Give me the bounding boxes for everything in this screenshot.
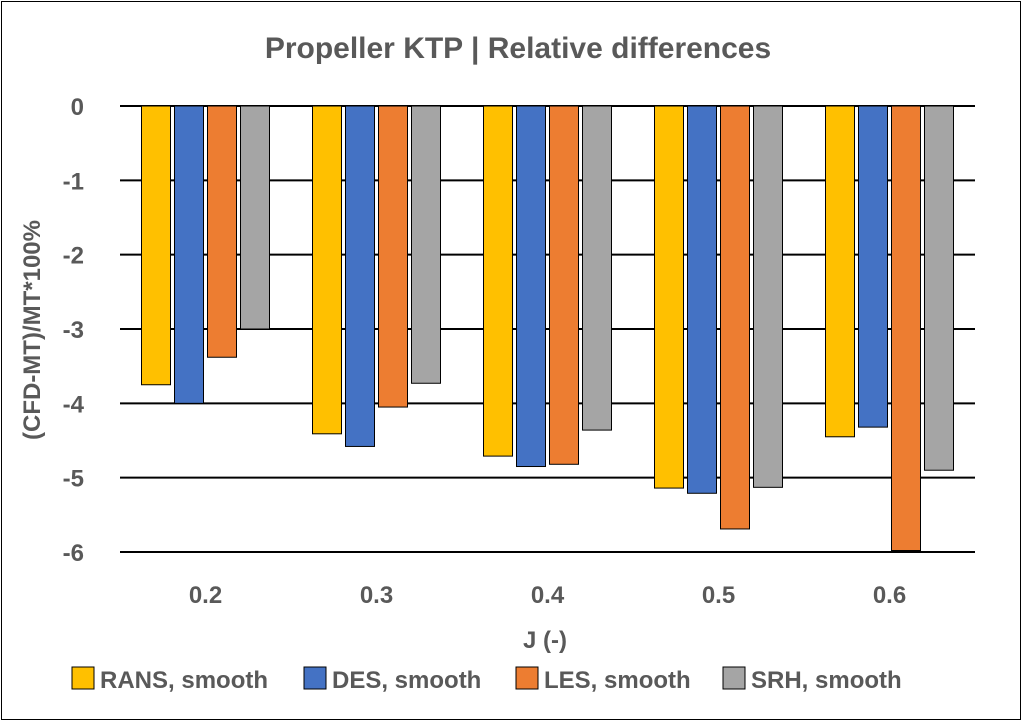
bar-les: [720, 105, 750, 530]
x-tick-label: 0.2: [189, 582, 222, 609]
bar-des: [174, 105, 204, 404]
bar-srh: [240, 105, 270, 330]
bar-srh: [753, 105, 783, 488]
bar-des: [516, 105, 546, 468]
bar-les: [549, 105, 579, 465]
bar-les: [207, 105, 237, 358]
bar-rans: [141, 105, 171, 386]
legend-label: DES, smooth: [332, 667, 481, 694]
bar-srh: [582, 105, 612, 431]
x-tick-label: 0.4: [531, 582, 565, 609]
legend-label: RANS, smooth: [100, 667, 268, 694]
legend-swatch: [722, 666, 746, 690]
bar-rans: [654, 105, 684, 489]
chart-title: Propeller KTP | Relative differences: [265, 32, 771, 65]
bar-des: [345, 105, 375, 447]
bar-rans: [483, 105, 513, 457]
bar-les: [378, 105, 408, 408]
legend-swatch: [303, 666, 327, 690]
legend-label: LES, smooth: [544, 667, 691, 694]
bar-rans: [312, 105, 342, 435]
y-tick-label: -6: [63, 540, 84, 567]
bar-rans: [825, 105, 855, 438]
legend-label: SRH, smooth: [751, 667, 902, 694]
bar-des: [687, 105, 717, 494]
bar-des: [858, 105, 888, 428]
y-tick-label: -5: [63, 466, 84, 493]
legend-swatch: [71, 666, 95, 690]
bar-srh: [924, 105, 954, 471]
y-tick-label: -3: [63, 317, 84, 344]
y-tick-label: -2: [63, 243, 84, 270]
y-tick-label: -4: [63, 391, 85, 418]
bar-les: [891, 105, 921, 552]
x-tick-label: 0.3: [360, 582, 393, 609]
y-axis-label: (CFD-MT)/MT*100%: [19, 220, 46, 440]
x-tick-label: 0.6: [873, 582, 906, 609]
y-tick-label: 0: [71, 94, 84, 121]
x-axis-label: J (-): [523, 627, 567, 654]
bar-srh: [411, 105, 441, 384]
legend-swatch: [515, 666, 539, 690]
x-tick-label: 0.5: [702, 582, 735, 609]
y-tick-label: -1: [63, 168, 84, 195]
